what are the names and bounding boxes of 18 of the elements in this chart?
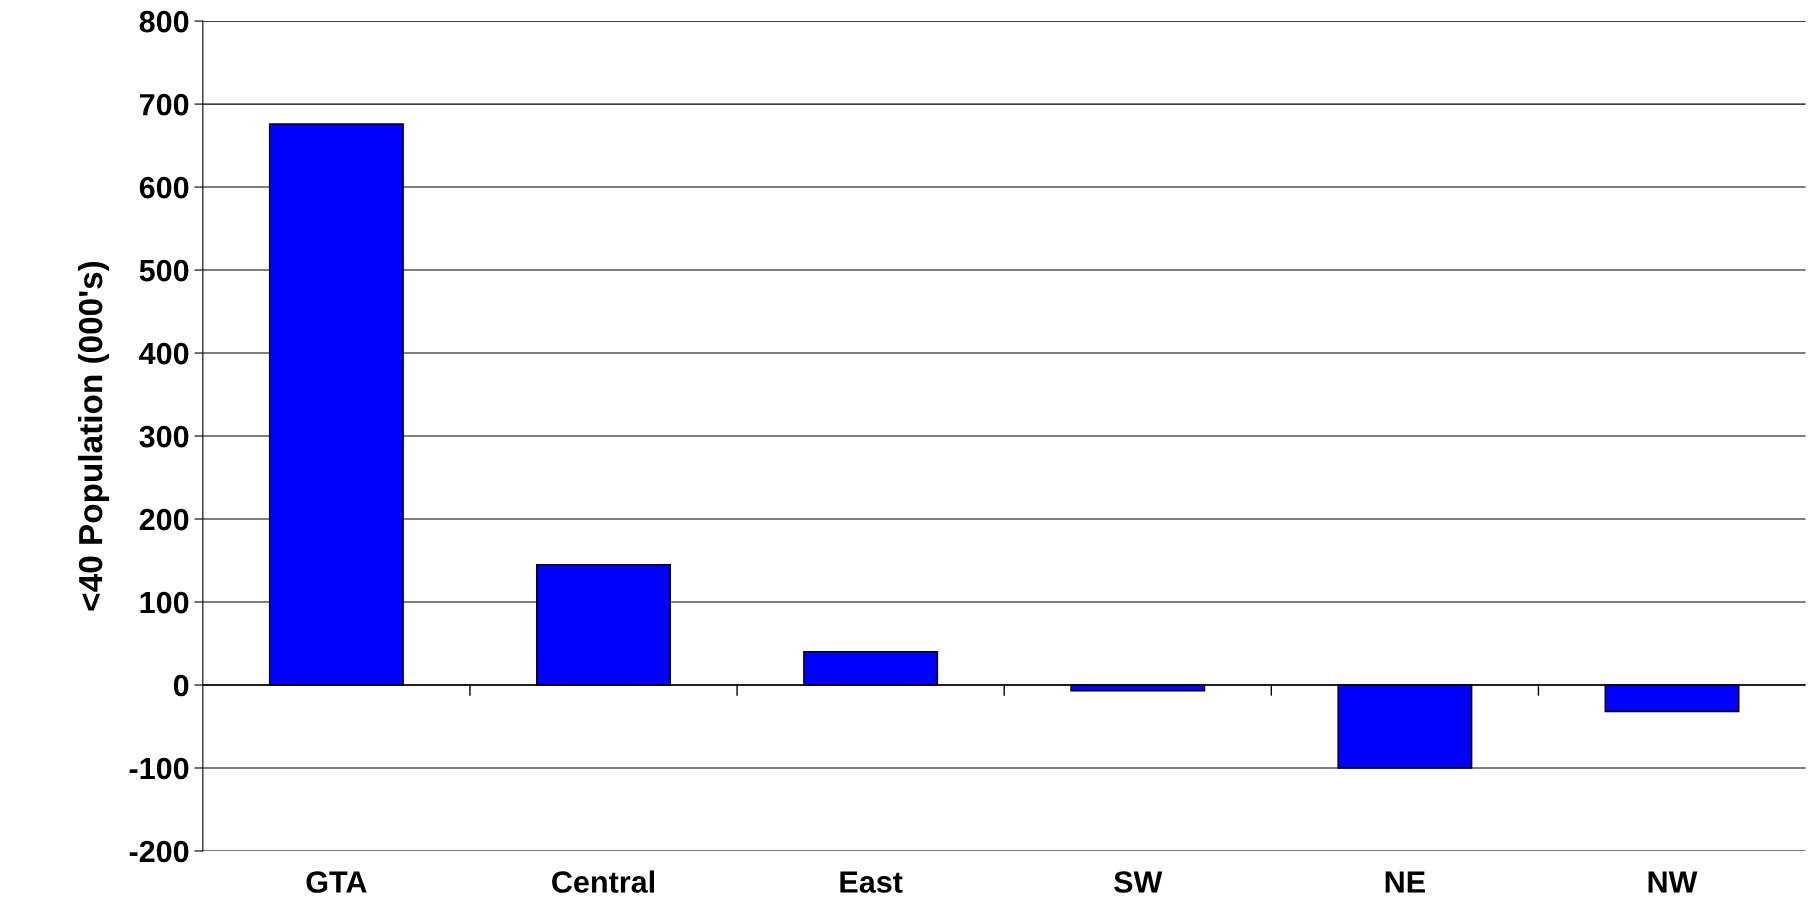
y-tick-label: -100 [129,757,189,780]
y-tick-label: 200 [139,508,189,531]
y-tick-label: 800 [139,10,189,33]
y-tick-label: 400 [139,342,189,365]
y-tick-label: 600 [139,176,189,199]
y-tick-label: -200 [129,840,189,863]
x-tick-label: NE [1385,871,1425,893]
y-tick-label: 500 [139,259,189,282]
y-tick-label: 100 [140,591,189,614]
x-tick-label: Central [552,870,654,893]
x-tick-label: NW [1648,871,1698,893]
y-axis-title: <40 Population (000's) [77,261,110,611]
x-tick-label: East [840,871,903,893]
x-tick-label: SW [1114,871,1163,893]
y-tick-label: 700 [139,93,189,116]
y-tick-label: 300 [139,425,189,448]
y-tick-label: 0 [173,674,189,697]
x-tick-label: GTA [306,871,367,893]
